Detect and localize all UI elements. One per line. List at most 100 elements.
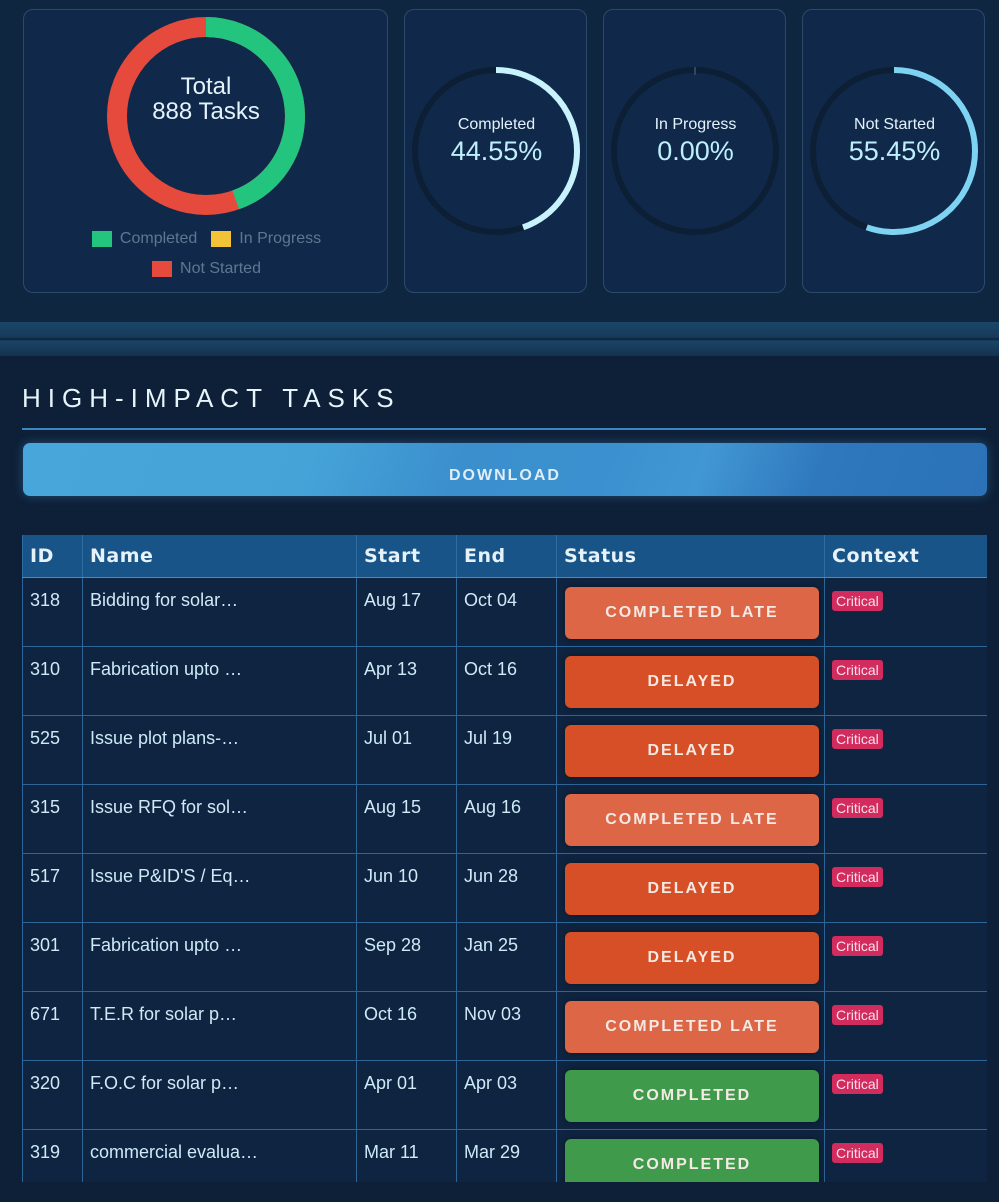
context-tag: Critical xyxy=(832,798,883,818)
gauge-progress-arc xyxy=(412,67,580,235)
cell-start: Jul 01 xyxy=(356,715,457,785)
legend-label: Not Started xyxy=(180,260,261,277)
cell-end: Aug 16 xyxy=(456,784,557,854)
cell-end: Jul 19 xyxy=(456,715,557,785)
in-progress-gauge-card: In Progress 0.00% xyxy=(603,9,786,293)
page-bottom xyxy=(0,1182,999,1202)
legend-label: In Progress xyxy=(239,230,322,247)
cell-name: Bidding for solar… xyxy=(82,577,357,647)
in-progress-gauge xyxy=(611,67,779,235)
status-badge[interactable]: COMPLETED xyxy=(565,1070,819,1122)
cell-context: Critical xyxy=(824,784,987,854)
cell-start: Apr 13 xyxy=(356,646,457,716)
cell-status: DELAYED xyxy=(556,715,825,785)
column-header-end[interactable]: End xyxy=(456,535,557,578)
context-tag: Critical xyxy=(832,867,883,887)
table-row[interactable]: 517 Issue P&ID'S / Eq… Jun 10 Jun 28 DELAYED… xyxy=(22,853,987,923)
cell-context: Critical xyxy=(824,646,987,716)
cell-name: F.O.C for solar p… xyxy=(82,1060,357,1130)
section-divider-band xyxy=(0,322,999,356)
cell-name: Issue P&ID'S / Eq… xyxy=(82,853,357,923)
table-row[interactable]: 301 Fabrication upto … Sep 28 Jan 25 DELAYED… xyxy=(22,922,987,992)
download-button[interactable]: DOWNLOAD xyxy=(23,443,987,496)
context-tag: Critical xyxy=(832,936,883,956)
not-started-gauge xyxy=(810,67,978,235)
gauge-value: 44.55% xyxy=(450,136,543,166)
cell-status: DELAYED xyxy=(556,853,825,923)
cell-context: Critical xyxy=(824,715,987,785)
status-badge[interactable]: COMPLETED LATE xyxy=(565,587,819,639)
legend-swatch-in-progress xyxy=(211,231,232,247)
cell-context: Critical xyxy=(824,991,987,1061)
status-badge[interactable]: COMPLETED LATE xyxy=(565,1001,819,1053)
cell-name: Fabrication upto … xyxy=(82,646,357,716)
cell-id: 301 xyxy=(22,922,83,992)
context-tag: Critical xyxy=(832,1074,883,1094)
cell-start: Oct 16 xyxy=(356,991,457,1061)
table-row[interactable]: 671 T.E.R for solar p… Oct 16 Nov 03 COMPLET… xyxy=(22,991,987,1061)
cell-context: Critical xyxy=(824,853,987,923)
cell-start: Aug 15 xyxy=(356,784,457,854)
legend-swatch-completed xyxy=(91,231,112,247)
column-header-start[interactable]: Start xyxy=(356,535,457,578)
cell-id: 310 xyxy=(22,646,83,716)
cell-status: COMPLETED LATE xyxy=(556,577,825,647)
cell-context: Critical xyxy=(824,1060,987,1130)
cell-status: COMPLETED xyxy=(556,1060,825,1130)
cell-context: Critical xyxy=(824,577,987,647)
column-header-name[interactable]: Name xyxy=(82,535,357,578)
cell-end: Jan 25 xyxy=(456,922,557,992)
status-badge[interactable]: COMPLETED LATE xyxy=(565,794,819,846)
gauge-value: 55.45% xyxy=(848,136,941,166)
status-badge[interactable]: DELAYED xyxy=(565,656,819,708)
cell-id: 315 xyxy=(22,784,83,854)
cell-id: 320 xyxy=(22,1060,83,1130)
total-count: 888 Tasks xyxy=(152,98,260,125)
column-header-status[interactable]: Status xyxy=(556,535,825,578)
legend-item-completed[interactable]: Completed xyxy=(91,230,198,248)
cell-id: 525 xyxy=(22,715,83,785)
context-tag: Critical xyxy=(832,660,883,680)
cell-context: Critical xyxy=(824,922,987,992)
table-header-row: ID Name Start End Status Context xyxy=(22,535,987,578)
cell-end: Apr 03 xyxy=(456,1060,557,1130)
cell-end: Nov 03 xyxy=(456,991,557,1061)
cell-name: Fabrication upto … xyxy=(82,922,357,992)
table-row[interactable]: 315 Issue RFQ for sol… Aug 15 Aug 16 COMPLET… xyxy=(22,784,987,854)
table-row[interactable]: 320 F.O.C for solar p… Apr 01 Apr 03 COMPLET… xyxy=(22,1060,987,1130)
cell-start: Sep 28 xyxy=(356,922,457,992)
tasks-table: ID Name Start End Status Context 318 Bidd… xyxy=(22,535,987,1199)
column-header-context[interactable]: Context xyxy=(824,535,987,578)
cell-start: Aug 17 xyxy=(356,577,457,647)
cell-status: DELAYED xyxy=(556,646,825,716)
cell-id: 318 xyxy=(22,577,83,647)
summary-panel: Total 888 Tasks Completed In Progress No… xyxy=(0,0,999,322)
cell-end: Oct 16 xyxy=(456,646,557,716)
status-badge[interactable]: DELAYED xyxy=(565,863,819,915)
status-badge[interactable]: DELAYED xyxy=(565,725,819,777)
gauge-label: Not Started xyxy=(854,116,935,133)
table-row[interactable]: 310 Fabrication upto … Apr 13 Oct 16 DELAYED… xyxy=(22,646,987,716)
cell-name: Issue plot plans-… xyxy=(82,715,357,785)
status-badge[interactable]: DELAYED xyxy=(565,932,819,984)
legend-item-in-progress[interactable]: In Progress xyxy=(211,230,321,248)
cell-id: 517 xyxy=(22,853,83,923)
cell-end: Jun 28 xyxy=(456,853,557,923)
cell-status: COMPLETED LATE xyxy=(556,784,825,854)
total-donut-chart xyxy=(107,17,305,215)
column-header-id[interactable]: ID xyxy=(22,535,83,578)
context-tag: Critical xyxy=(832,1005,883,1025)
legend-label: Completed xyxy=(119,230,198,247)
context-tag: Critical xyxy=(832,1143,883,1163)
cell-start: Jun 10 xyxy=(356,853,457,923)
table-row[interactable]: 525 Issue plot plans-… Jul 01 Jul 19 DELAYED… xyxy=(22,715,987,785)
table-row[interactable]: 318 Bidding for solar… Aug 17 Oct 04 COMPLET… xyxy=(22,577,987,647)
gauge-progress-arc xyxy=(810,67,978,235)
donut-legend: Completed In Progress Not Started xyxy=(24,224,389,284)
section-title: HIGH-IMPACT TASKS xyxy=(22,383,401,413)
total-label: Total xyxy=(180,73,232,100)
gauge-value: 0.00% xyxy=(657,136,734,166)
completed-gauge xyxy=(412,67,580,235)
cell-name: T.E.R for solar p… xyxy=(82,991,357,1061)
legend-item-not-started[interactable]: Not Started xyxy=(152,260,261,278)
